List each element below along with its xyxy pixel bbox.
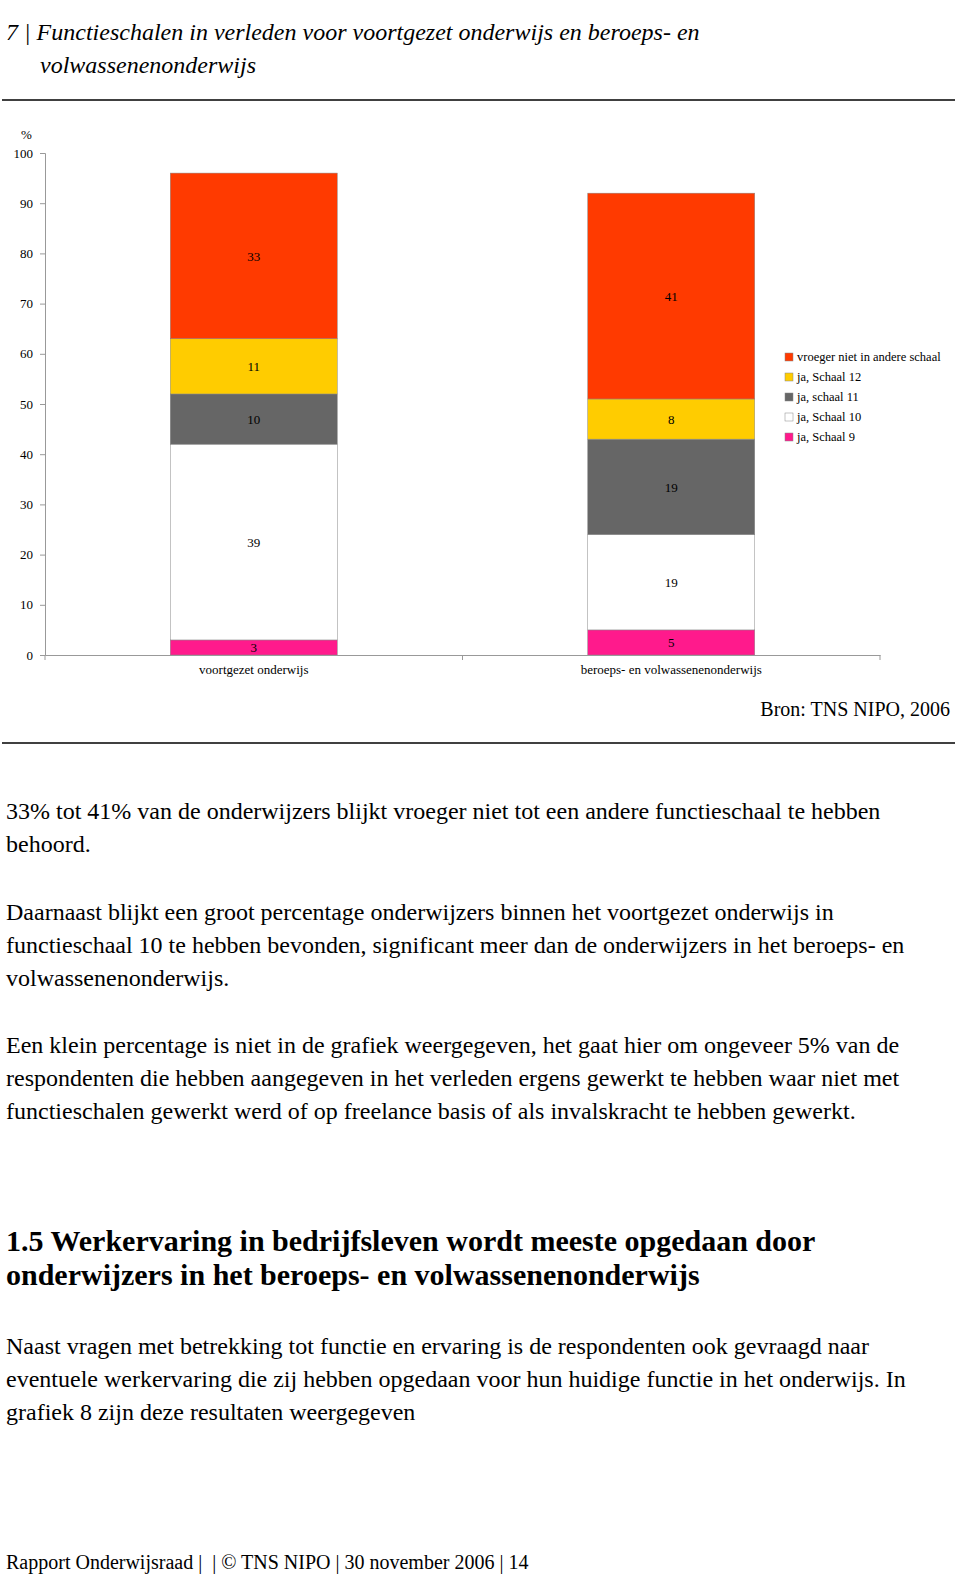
data-label: 39 xyxy=(247,535,260,550)
legend-swatch xyxy=(785,393,793,401)
y-tick: 0 xyxy=(27,648,46,663)
bar-segment xyxy=(588,630,755,655)
bar-segment xyxy=(588,399,755,439)
bar-segment xyxy=(170,339,337,394)
y-tick-mark xyxy=(40,655,45,656)
data-label: 3 xyxy=(251,640,258,655)
source: Bron: TNS NIPO, 2006 xyxy=(760,698,950,720)
data-label: 8 xyxy=(668,412,675,427)
bars xyxy=(170,173,755,655)
heading: 1.5 Werkervaring in bedrijfsleven wordt … xyxy=(6,1224,951,1292)
y-tick-mark xyxy=(40,253,45,254)
legend: vroeger niet in andere schaal ja, Schaal … xyxy=(785,350,941,444)
y-tick: 30 xyxy=(20,497,45,512)
paragraph: 33% tot 41% van de onderwijzers blijkt v… xyxy=(6,795,951,861)
rule xyxy=(2,742,955,744)
y-tick-label: 70 xyxy=(20,296,33,311)
chart-title: 7 | Functieschalen in verleden voor voor… xyxy=(6,16,830,82)
x-tick-label: voortgezet onderwijs xyxy=(199,662,308,677)
bar-segment xyxy=(170,640,337,655)
legend-swatch xyxy=(785,373,793,381)
y-tick-mark xyxy=(40,404,45,405)
bar-segment xyxy=(588,439,755,534)
y-tick-label: 10 xyxy=(20,597,33,612)
y-tick-label: 0 xyxy=(27,648,34,663)
y-tick: 80 xyxy=(20,246,45,261)
y-tick: 60 xyxy=(20,346,45,361)
y-tick: 50 xyxy=(20,397,45,412)
rule xyxy=(2,99,955,101)
y-tick: 10 xyxy=(20,597,45,612)
x-tick: voortgezet onderwijs xyxy=(199,655,308,677)
y-tick: 100 xyxy=(14,146,46,161)
legend-label: vroeger niet in andere schaal xyxy=(797,350,941,364)
category-divider xyxy=(462,655,463,660)
y-tick-label: 90 xyxy=(20,196,33,211)
legend-swatch xyxy=(785,353,793,361)
legend-label: ja, Schaal 9 xyxy=(796,430,855,444)
paragraph: Naast vragen met betrekking tot functie … xyxy=(6,1330,951,1429)
data-label: 41 xyxy=(665,289,678,304)
legend-label: ja, Schaal 10 xyxy=(796,410,861,424)
y-tick-label: 40 xyxy=(20,447,33,462)
legend-swatch xyxy=(785,433,793,441)
y-tick-label: 80 xyxy=(20,246,33,261)
y-tick: 40 xyxy=(20,447,45,462)
bar-segment xyxy=(170,173,337,339)
paragraph: Een klein percentage is niet in de grafi… xyxy=(6,1029,951,1128)
y-axis: 0 10 20 30 40 50 60 70 80 90 100 xyxy=(14,146,46,663)
footer: Rapport Onderwijsraad | | © TNS NIPO | 3… xyxy=(6,1551,951,1574)
y-tick-mark xyxy=(40,304,45,305)
legend-swatch xyxy=(785,413,793,421)
y-tick-mark xyxy=(40,153,45,154)
y-tick-label: 30 xyxy=(20,497,33,512)
y-tick-label: 20 xyxy=(20,547,33,562)
y-tick-mark xyxy=(40,504,45,505)
y-tick: 90 xyxy=(20,196,45,211)
y-tick-label: 60 xyxy=(20,346,33,361)
bar-segment xyxy=(588,535,755,630)
paragraph: Daarnaast blijkt een groot percentage on… xyxy=(6,896,951,995)
bar-segment xyxy=(170,444,337,640)
y-tick-mark xyxy=(40,555,45,556)
data-label: 5 xyxy=(668,635,675,650)
legend-label: ja, schaal 11 xyxy=(796,390,859,404)
data-labels: 3 5 39 19 10 19 11 8 33 41 xyxy=(247,249,678,656)
y-tick-label: 50 xyxy=(20,397,33,412)
chart: 0 10 20 30 40 50 60 70 80 90 100% voortgezet onderw… xyxy=(0,0,960,760)
y-axis-title: % xyxy=(21,127,32,142)
legend-label: ja, Schaal 12 xyxy=(796,370,861,384)
y-axis-line xyxy=(40,154,46,656)
x-axis: voortgezet onderwijs beroeps- en volwasse… xyxy=(46,655,881,677)
bar-segment xyxy=(588,193,755,399)
category-divider xyxy=(880,655,881,660)
data-label: 11 xyxy=(247,359,260,374)
y-tick: 20 xyxy=(20,547,45,562)
data-label: 19 xyxy=(665,575,678,590)
data-label: 33 xyxy=(247,249,260,264)
y-tick-mark xyxy=(40,354,45,355)
y-tick-mark xyxy=(40,605,45,606)
y-tick: 70 xyxy=(20,296,45,311)
bar-segment xyxy=(170,394,337,444)
data-label: 10 xyxy=(247,412,260,427)
x-tick-label: beroeps- en volwassenenonderwijs xyxy=(581,662,762,677)
y-tick-mark xyxy=(40,454,45,455)
y-tick-mark xyxy=(40,203,45,204)
category-divider xyxy=(45,655,46,660)
data-label: 19 xyxy=(665,480,678,495)
y-tick-label: 100 xyxy=(14,146,34,161)
x-tick: beroeps- en volwassenenonderwijs xyxy=(581,655,762,677)
